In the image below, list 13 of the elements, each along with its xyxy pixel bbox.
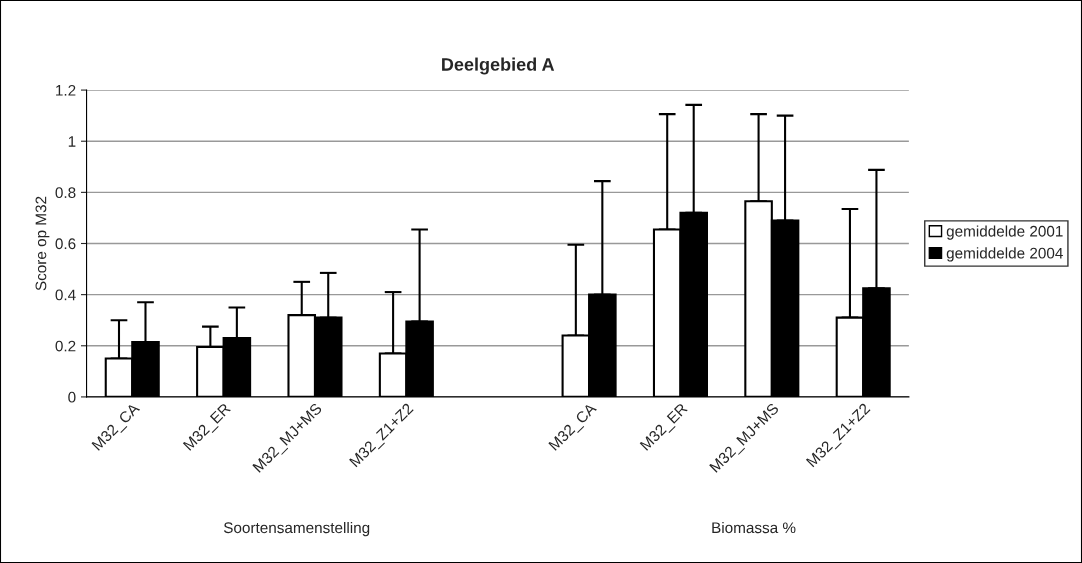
y-tick-label: 0.2 <box>55 340 76 352</box>
legend-label: gemiddelde 2004 <box>946 247 1063 262</box>
legend-label: gemiddelde 2001 <box>946 225 1063 240</box>
y-tick-label: 1.2 <box>56 84 76 96</box>
y-axis-title: Score op M32 <box>35 196 50 291</box>
y-tick-label: 0.8 <box>55 187 76 199</box>
y-tick-label: 1 <box>68 136 76 147</box>
text: Soortensamenstelling <box>223 521 370 537</box>
chart-title: Deelgebied A <box>442 57 555 75</box>
y-tick-label: 0.4 <box>55 289 76 301</box>
y-tick-label: 0.6 <box>55 238 76 250</box>
y-tick-label: 0 <box>68 391 76 403</box>
text: Biomassa % <box>712 521 796 534</box>
